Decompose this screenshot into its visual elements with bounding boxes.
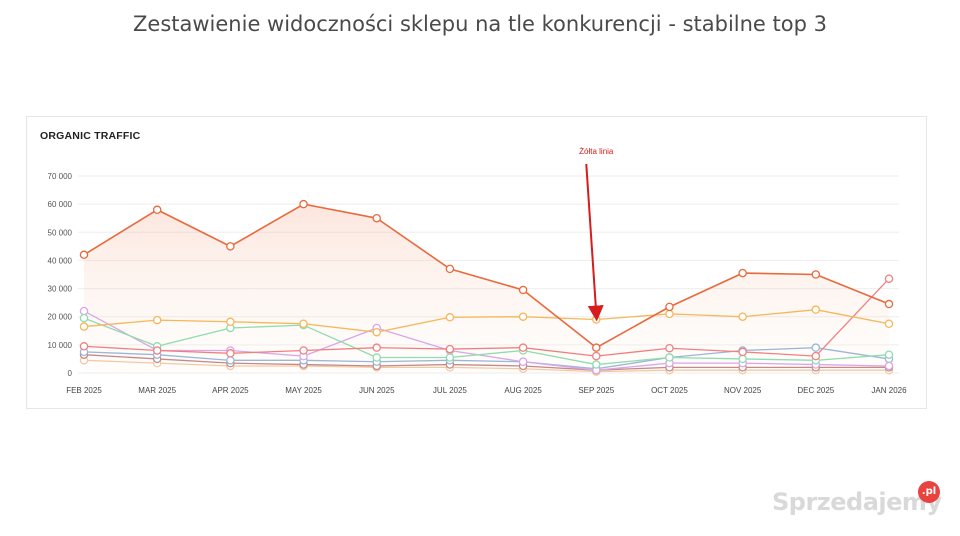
data-point — [299, 346, 308, 355]
x-tick-label: APR 2025 — [212, 386, 249, 395]
data-point — [226, 242, 235, 251]
x-tick-label: MAR 2025 — [138, 386, 176, 395]
data-point — [226, 349, 235, 358]
data-point — [811, 305, 821, 314]
x-tick-label: OCT 2025 — [651, 386, 688, 395]
data-point — [152, 205, 162, 215]
data-point — [592, 343, 601, 352]
x-tick-label: JUN 2025 — [359, 386, 395, 395]
y-tick-label: 70 000 — [48, 172, 73, 181]
data-point — [592, 351, 601, 361]
data-point — [79, 250, 89, 260]
data-point — [226, 317, 235, 327]
series-line — [83, 278, 890, 357]
data-point — [152, 346, 162, 355]
annotation-label: Żółta linia — [579, 147, 614, 156]
series-line — [83, 347, 890, 370]
data-point — [152, 315, 162, 325]
data-point — [79, 342, 89, 351]
x-tick-label: FEB 2025 — [66, 386, 102, 395]
series-line — [83, 359, 889, 373]
data-point — [226, 356, 235, 365]
series-line — [83, 310, 890, 371]
data-point — [372, 343, 381, 352]
data-point — [738, 268, 747, 278]
data-point — [372, 213, 381, 223]
data-point — [445, 344, 455, 354]
data-point — [665, 343, 674, 353]
x-tick-label: NOV 2025 — [724, 386, 762, 395]
data-point — [884, 361, 894, 371]
y-tick-label: 10 000 — [48, 341, 73, 350]
series-line — [83, 317, 890, 366]
x-tick-label: JAN 2026 — [871, 386, 907, 395]
data-point — [372, 353, 381, 362]
organic-traffic-chart: 0 10 000 20 000 30 000 40 000 50 000 60 000 70 … — [48, 147, 908, 395]
data-point — [884, 350, 894, 359]
y-tick-label: 40 000 — [48, 256, 73, 265]
watermark-badge: .pl — [918, 481, 940, 503]
series-line — [83, 309, 890, 333]
data-point — [79, 313, 89, 323]
x-tick-label: AUG 2025 — [504, 386, 542, 395]
data-point — [665, 302, 674, 312]
data-point — [811, 343, 821, 352]
y-tick-label: 0 — [68, 369, 73, 378]
data-point — [884, 274, 894, 283]
annotation: Żółta linia — [579, 147, 614, 322]
watermark-logo: Sprzedajemy — [772, 488, 942, 516]
data-point — [592, 315, 601, 324]
series-line — [83, 354, 889, 371]
data-point — [518, 312, 528, 321]
data-point — [592, 360, 601, 369]
chart-title: ORGANIC TRAFFIC — [40, 130, 141, 142]
x-tick-label: JUL 2025 — [433, 386, 468, 395]
data-point — [299, 319, 308, 328]
data-point — [738, 347, 747, 357]
data-point — [518, 357, 528, 366]
page-title: Zestawienie widoczności sklepu na tle ko… — [133, 12, 827, 36]
data-point — [518, 343, 528, 352]
data-point — [79, 322, 89, 331]
data-point — [811, 351, 821, 361]
area-under-top-series — [84, 204, 889, 373]
y-tick-label: 50 000 — [48, 228, 73, 237]
data-point — [665, 309, 674, 319]
axes: 0 10 000 20 000 30 000 40 000 50 000 60 000 70 … — [48, 172, 908, 395]
data-point — [738, 312, 747, 321]
data-point — [738, 354, 747, 364]
x-tick-label: MAY 2025 — [285, 386, 322, 395]
data-point — [372, 327, 381, 337]
data-point — [445, 313, 455, 322]
y-tick-label: 30 000 — [48, 285, 73, 294]
data-point — [884, 299, 894, 309]
data-point — [445, 264, 455, 274]
series-lines — [79, 199, 894, 376]
data-point — [79, 306, 89, 316]
x-tick-label: DEC 2025 — [797, 386, 834, 395]
x-tick-label: SEP 2025 — [578, 386, 614, 395]
data-point — [518, 285, 528, 295]
y-tick-label: 20 000 — [48, 313, 73, 322]
series-line — [83, 203, 890, 349]
data-point — [445, 353, 455, 362]
data-point — [299, 199, 308, 209]
data-point — [665, 353, 674, 362]
y-tick-label: 60 000 — [48, 200, 73, 209]
annotation-arrow — [585, 163, 604, 322]
area-fill — [84, 204, 889, 373]
data-point — [884, 319, 894, 328]
data-point — [811, 270, 821, 279]
